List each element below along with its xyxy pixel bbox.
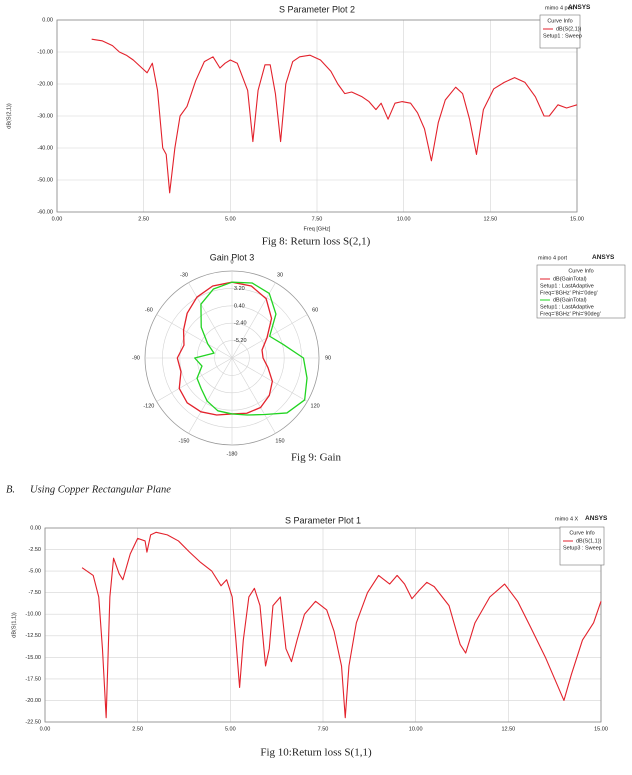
y-tick-label: -2.50 xyxy=(28,547,41,553)
angle-tick-label: 90 xyxy=(325,355,331,361)
polar-spoke xyxy=(188,282,233,359)
angle-tick-label: 60 xyxy=(312,307,318,313)
polar-spoke xyxy=(231,282,276,359)
y-tick-label: -30.00 xyxy=(37,113,53,119)
legend-setup: Setup1 : Sweep xyxy=(543,33,582,39)
angle-tick-label: 0 xyxy=(230,259,233,265)
angle-tick-label: -180 xyxy=(226,451,237,457)
angle-tick-label: -120 xyxy=(143,403,154,409)
x-tick-label: 10.00 xyxy=(409,726,423,732)
legend-box xyxy=(536,264,626,319)
data-line xyxy=(81,531,602,719)
y-tick-label: -7.50 xyxy=(28,590,41,596)
y-tick-label: -50.00 xyxy=(37,177,53,183)
data-line xyxy=(194,281,308,416)
data-line xyxy=(91,38,578,194)
polar-spoke xyxy=(231,357,276,434)
x-axis-label: Freq [GHz] xyxy=(304,226,331,232)
angle-tick-label: 120 xyxy=(311,403,320,409)
legend-setup: Setup1 : LastAdaptive xyxy=(540,283,594,289)
y-tick-label: 0.00 xyxy=(30,525,41,531)
y-tick-label: -10.00 xyxy=(37,49,53,55)
radial-tick-label: 3.20 xyxy=(234,286,245,292)
radial-tick-label: -5.20 xyxy=(234,338,247,344)
section-label: B. xyxy=(6,484,15,495)
y-tick-label: -60.00 xyxy=(37,209,53,215)
legend-entry: dB(GainTotal) xyxy=(553,297,587,303)
radial-tick-label: 0.40 xyxy=(234,303,245,309)
x-tick-label: 15.00 xyxy=(570,216,584,222)
x-tick-label: 2.50 xyxy=(132,726,143,732)
brand: ANSYS xyxy=(568,4,591,11)
y-tick-label: -22.50 xyxy=(25,719,41,725)
x-tick-label: 7.50 xyxy=(318,726,329,732)
legend-setup: Setup1 : LastAdaptive xyxy=(540,304,594,310)
polar-spoke xyxy=(156,357,233,402)
brand: ANSYS xyxy=(592,254,615,261)
legend-box xyxy=(559,526,605,566)
legend-title: Curve Info xyxy=(547,18,572,24)
y-axis-label: dB(S(1,1)) xyxy=(11,612,17,638)
angle-tick-label: -90 xyxy=(132,355,140,361)
y-tick-label: -20.00 xyxy=(37,81,53,87)
x-tick-label: 0.00 xyxy=(40,726,51,732)
project-name: mimo 4 port xyxy=(545,5,575,11)
x-tick-label: 15.00 xyxy=(594,726,608,732)
angle-tick-label: -150 xyxy=(178,439,189,445)
legend-title: Curve Info xyxy=(568,268,593,274)
x-tick-label: 10.00 xyxy=(397,216,411,222)
legend-title: Curve Info xyxy=(569,530,594,536)
chart-title: Gain Plot 3 xyxy=(210,252,255,262)
polar-spoke xyxy=(188,357,233,434)
legend-entry: dB(GainTotal) xyxy=(553,276,587,282)
x-tick-label: 5.00 xyxy=(225,216,236,222)
legend-box xyxy=(539,14,581,49)
x-tick-label: 0.00 xyxy=(52,216,63,222)
figure-caption: Fig 8: Return loss S(2,1) xyxy=(262,236,371,248)
polar-spoke xyxy=(231,357,308,402)
plot-frame xyxy=(56,19,578,213)
polar-spoke xyxy=(156,314,233,359)
figure-caption: Fig 9: Gain xyxy=(291,452,342,464)
y-tick-label: -12.50 xyxy=(25,633,41,639)
brand: ANSYS xyxy=(585,515,608,522)
angle-tick-label: 150 xyxy=(275,439,284,445)
x-tick-label: 7.50 xyxy=(312,216,323,222)
legend-variation: Freq='8GHz' Phi='90deg' xyxy=(540,311,601,317)
angle-tick-label: 30 xyxy=(277,272,283,278)
project-name: mimo 4 port xyxy=(538,255,568,261)
x-tick-label: 5.00 xyxy=(225,726,236,732)
figure-caption: Fig 10:Return loss S(1,1) xyxy=(260,747,372,759)
x-tick-label: 12.50 xyxy=(483,216,497,222)
y-axis-label: dB(S(2,1)) xyxy=(6,103,12,129)
section-title: Using Copper Rectangular Plane xyxy=(30,484,171,495)
x-tick-label: 2.50 xyxy=(138,216,149,222)
y-tick-label: -5.00 xyxy=(28,569,41,575)
plot-frame xyxy=(44,527,602,723)
chart-title: S Parameter Plot 1 xyxy=(285,515,361,525)
legend-setup: Setup3 : Sweep xyxy=(563,545,602,551)
y-tick-label: -40.00 xyxy=(37,145,53,151)
y-tick-label: -15.00 xyxy=(25,655,41,661)
legend-entry: dB(S(1,1)) xyxy=(576,538,602,544)
y-tick-label: -20.00 xyxy=(25,698,41,704)
legend-variation: Freq='8GHz' Phi='0deg' xyxy=(540,290,598,296)
angle-tick-label: -30 xyxy=(180,272,188,278)
radial-tick-label: -2.40 xyxy=(234,321,247,327)
y-tick-label: -10.00 xyxy=(25,612,41,618)
chart-title: S Parameter Plot 2 xyxy=(279,4,355,14)
legend-entry: dB(S(2,1)) xyxy=(556,26,582,32)
project-name: mimo 4 X xyxy=(555,516,579,522)
y-tick-label: 0.00 xyxy=(42,17,53,23)
x-tick-label: 12.50 xyxy=(501,726,515,732)
angle-tick-label: -60 xyxy=(145,307,153,313)
y-tick-label: -17.50 xyxy=(25,676,41,682)
